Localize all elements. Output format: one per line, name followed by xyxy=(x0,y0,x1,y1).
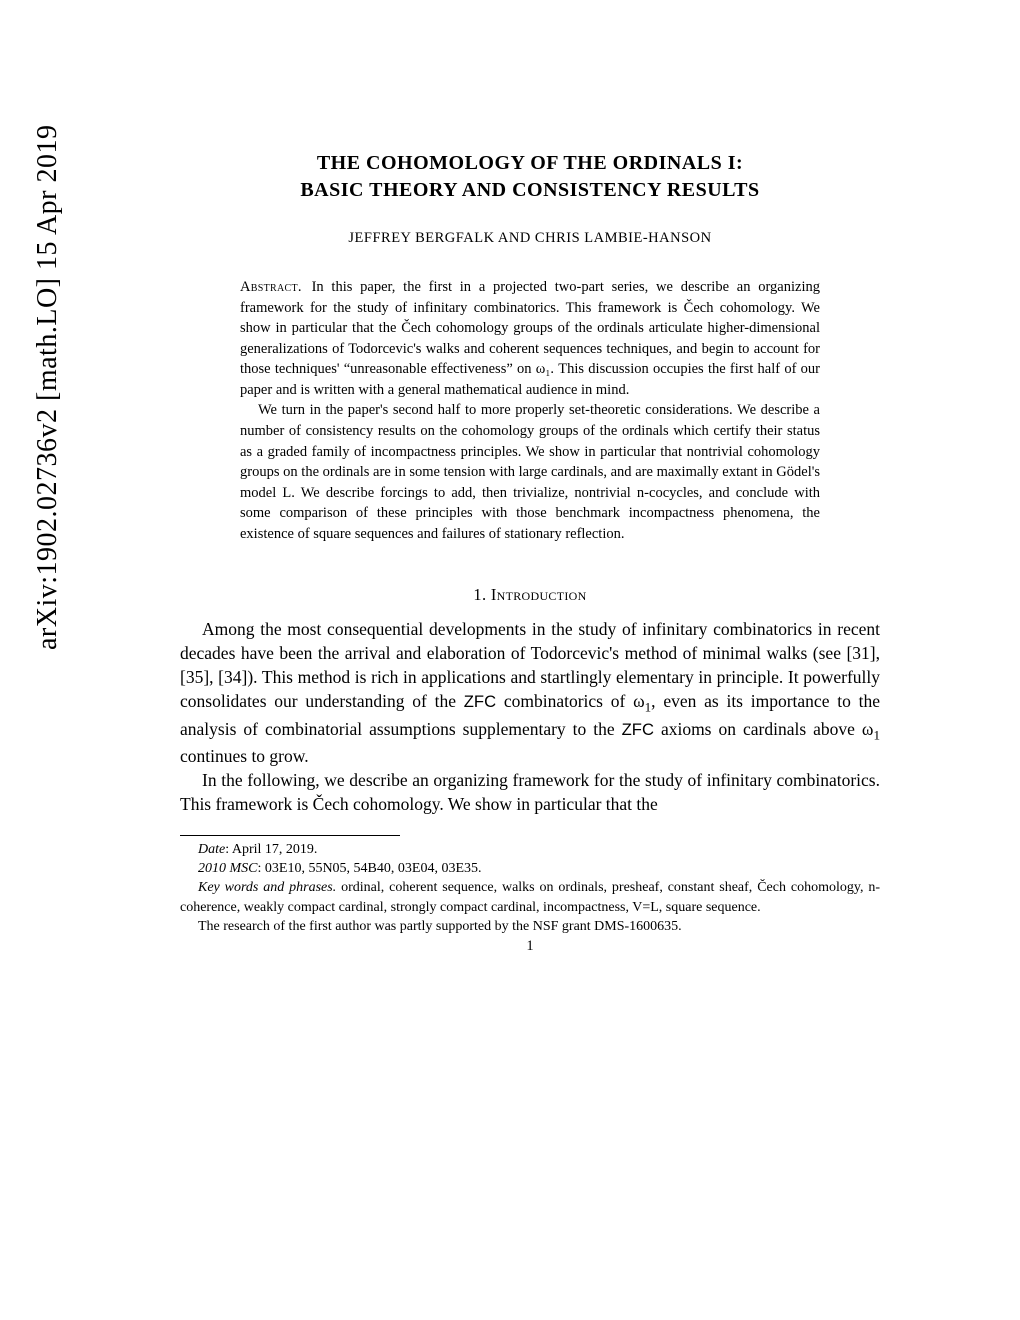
abstract-label: Abstract. xyxy=(240,279,302,295)
arxiv-date: 15 Apr 2019 xyxy=(32,125,63,271)
arxiv-category: [math.LO] xyxy=(32,278,63,401)
omega-sub-2: 1 xyxy=(873,727,880,742)
page-content: THE COHOMOLOGY OF THE ORDINALS I: BASIC … xyxy=(180,150,880,955)
footnotes: Date: April 17, 2019. 2010 MSC: 03E10, 5… xyxy=(180,840,880,937)
footnote-keywords: Key words and phrases. ordinal, coherent… xyxy=(180,878,880,917)
abstract-p1-text: In this paper, the first in a projected … xyxy=(240,279,820,398)
footnote-date: Date: April 17, 2019. xyxy=(180,840,880,859)
footnote-support: The research of the first author was par… xyxy=(180,917,880,936)
intro-p1-b: combinatorics of ω xyxy=(496,691,645,711)
title-line-2: BASIC THEORY AND CONSISTENCY RESULTS xyxy=(300,179,759,201)
footnote-msc: 2010 MSC: 03E10, 55N05, 54B40, 03E04, 03… xyxy=(180,859,880,878)
arxiv-id: arXiv:1902.02736v2 xyxy=(32,408,63,650)
authors: JEFFREY BERGFALK AND CHRIS LAMBIE-HANSON xyxy=(180,230,880,247)
zfc-text: ZFC xyxy=(464,692,496,711)
intro-p1-e: continues to grow. xyxy=(180,746,309,766)
abstract: Abstract. In this paper, the first in a … xyxy=(240,277,820,545)
intro-p1-d: axioms on cardinals above ω xyxy=(654,719,873,739)
zfc-text: ZFC xyxy=(622,720,654,739)
abstract-paragraph-2: We turn in the paper's second half to mo… xyxy=(240,400,820,544)
footnote-date-value: : April 17, 2019. xyxy=(225,842,317,857)
footnote-rule xyxy=(180,835,400,836)
footnote-msc-label: 2010 MSC xyxy=(198,861,258,876)
section-heading-intro: 1. Introduction xyxy=(180,585,880,605)
title-line-1: THE COHOMOLOGY OF THE ORDINALS I: xyxy=(317,152,743,174)
intro-body: Among the most consequential development… xyxy=(180,617,880,817)
paper-title: THE COHOMOLOGY OF THE ORDINALS I: BASIC … xyxy=(180,150,880,204)
page-number: 1 xyxy=(180,938,880,955)
intro-paragraph-1: Among the most consequential development… xyxy=(180,617,880,769)
intro-paragraph-2: In the following, we describe an organiz… xyxy=(180,768,880,816)
footnote-date-label: Date xyxy=(198,842,225,857)
footnote-keywords-label: Key words and phrases. xyxy=(198,880,336,895)
footnote-msc-value: : 03E10, 55N05, 54B40, 03E04, 03E35. xyxy=(258,861,482,876)
arxiv-stamp: arXiv:1902.02736v2 [math.LO] 15 Apr 2019 xyxy=(32,125,64,651)
abstract-paragraph-1: Abstract. In this paper, the first in a … xyxy=(240,277,820,400)
